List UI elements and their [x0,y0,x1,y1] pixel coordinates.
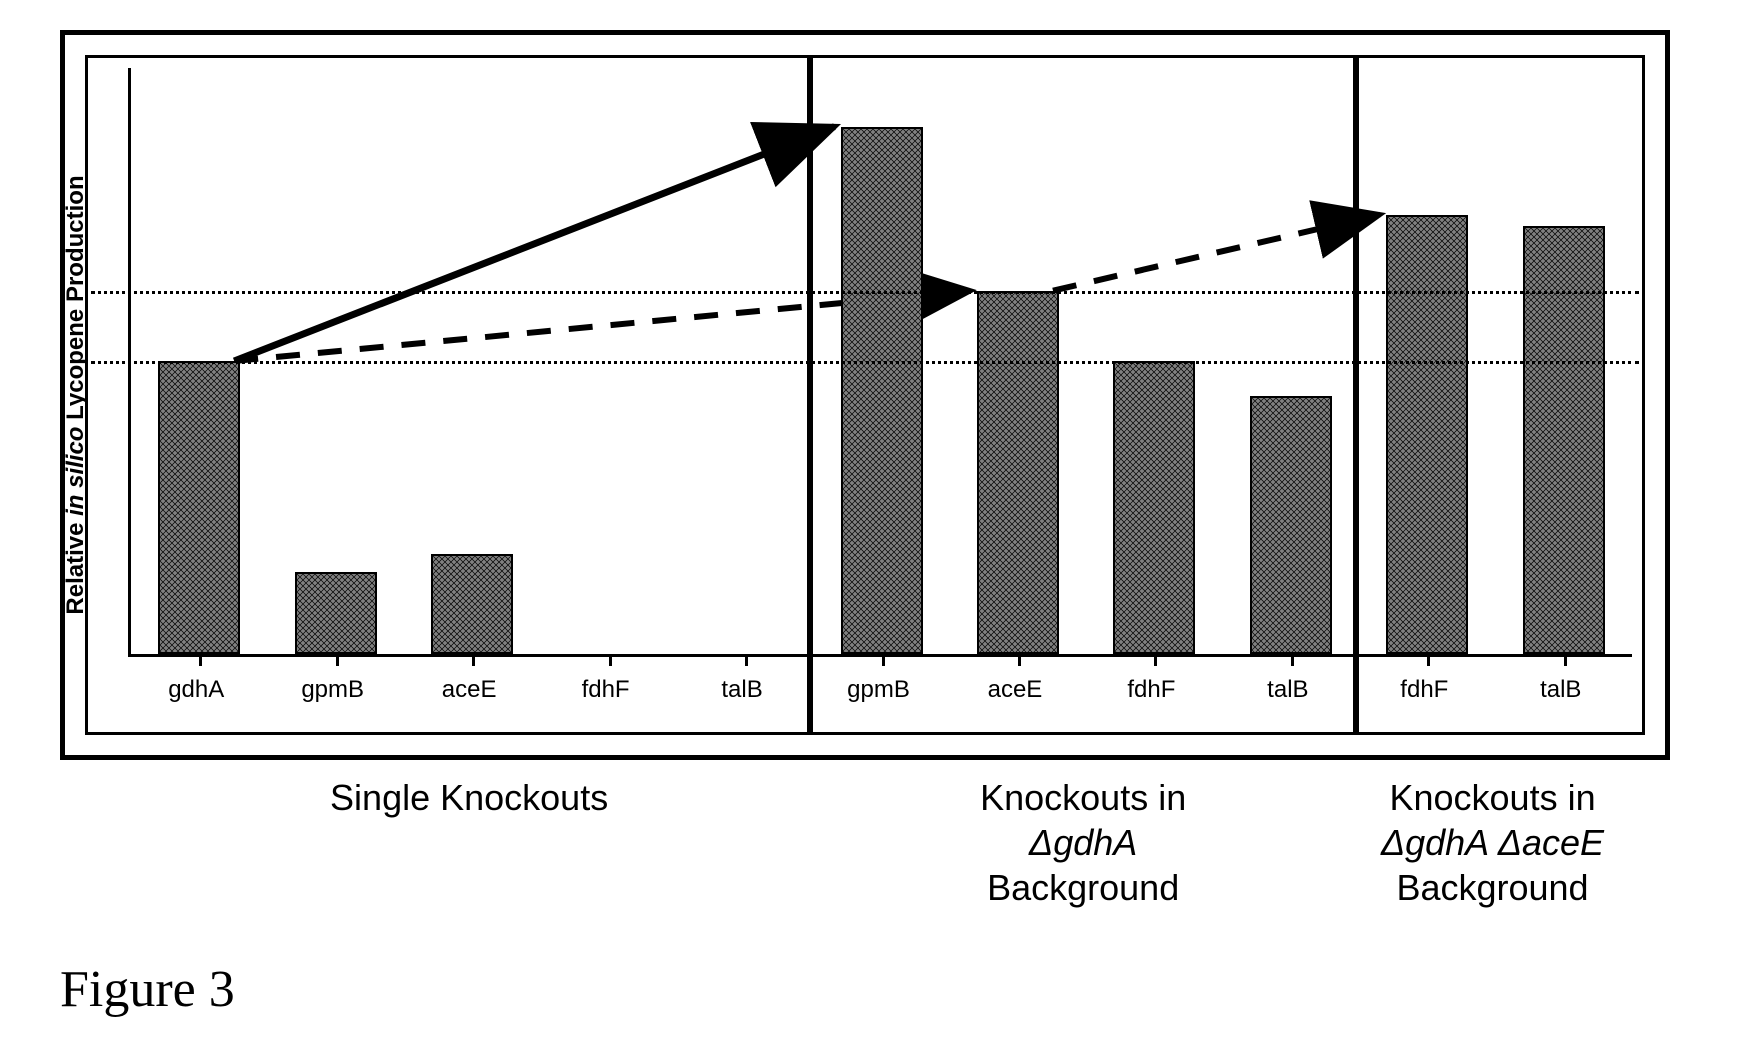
x-tick [609,654,612,666]
bar [295,572,377,654]
panel-title: Single Knockouts [299,775,639,820]
bar [1113,361,1195,654]
x-category-label: fdhF [1127,676,1175,704]
panel-divider [807,58,813,732]
x-category-label: gpmB [847,676,910,704]
x-category-label: gdhA [168,676,224,704]
bar [977,291,1059,654]
x-category-label: fdhF [1400,676,1448,704]
arrow-solid [234,127,834,361]
x-tick [199,654,202,666]
bar [1386,215,1468,655]
panel-title-line: Knockouts in [913,775,1253,820]
y-axis-label-suffix: Lycopene Production [62,175,89,426]
panel-title-line: Background [1323,865,1663,910]
bar [158,361,240,654]
x-tick [1018,654,1021,666]
panel-title-line: Knockouts in [1323,775,1663,820]
x-tick [472,654,475,666]
panel-title: Knockouts inΔgdhABackground [913,775,1253,910]
chart-inner-frame: Relative in silico Lycopene Production g… [85,55,1645,735]
x-category-label: aceE [442,676,497,704]
x-category-label: talB [1540,676,1581,704]
figure-caption: Figure 3 [60,960,235,1019]
y-axis-label: Relative in silico Lycopene Production [62,175,90,614]
bar [1250,396,1332,654]
bar [431,554,513,654]
panel-title-line: ΔgdhA [913,820,1253,865]
page: Relative in silico Lycopene Production g… [0,0,1754,1046]
panel-divider [1353,58,1359,732]
x-tick [882,654,885,666]
panel-title-line: Single Knockouts [299,775,639,820]
x-tick [745,654,748,666]
x-tick [1291,654,1294,666]
y-axis-label-prefix: Relative [62,516,89,615]
arrow-dashed [1053,215,1380,291]
chart-outer-frame: Relative in silico Lycopene Production g… [60,30,1670,760]
panel-title-line: ΔgdhA ΔaceE [1323,820,1663,865]
reference-line [91,291,1639,294]
x-tick [336,654,339,666]
x-tick [1154,654,1157,666]
reference-line [91,361,1639,364]
x-category-label: gpmB [301,676,364,704]
x-tick [1427,654,1430,666]
x-category-label: talB [721,676,762,704]
x-tick [1564,654,1567,666]
x-category-label: aceE [988,676,1043,704]
panel-title-line: Background [913,865,1253,910]
x-category-label: talB [1267,676,1308,704]
x-category-label: fdhF [582,676,630,704]
panel-titles: Single KnockoutsKnockouts inΔgdhABackgro… [60,775,1670,975]
bar [841,127,923,654]
panel-title: Knockouts inΔgdhA ΔaceEBackground [1323,775,1663,910]
y-axis-label-italic: in silico [62,427,89,516]
